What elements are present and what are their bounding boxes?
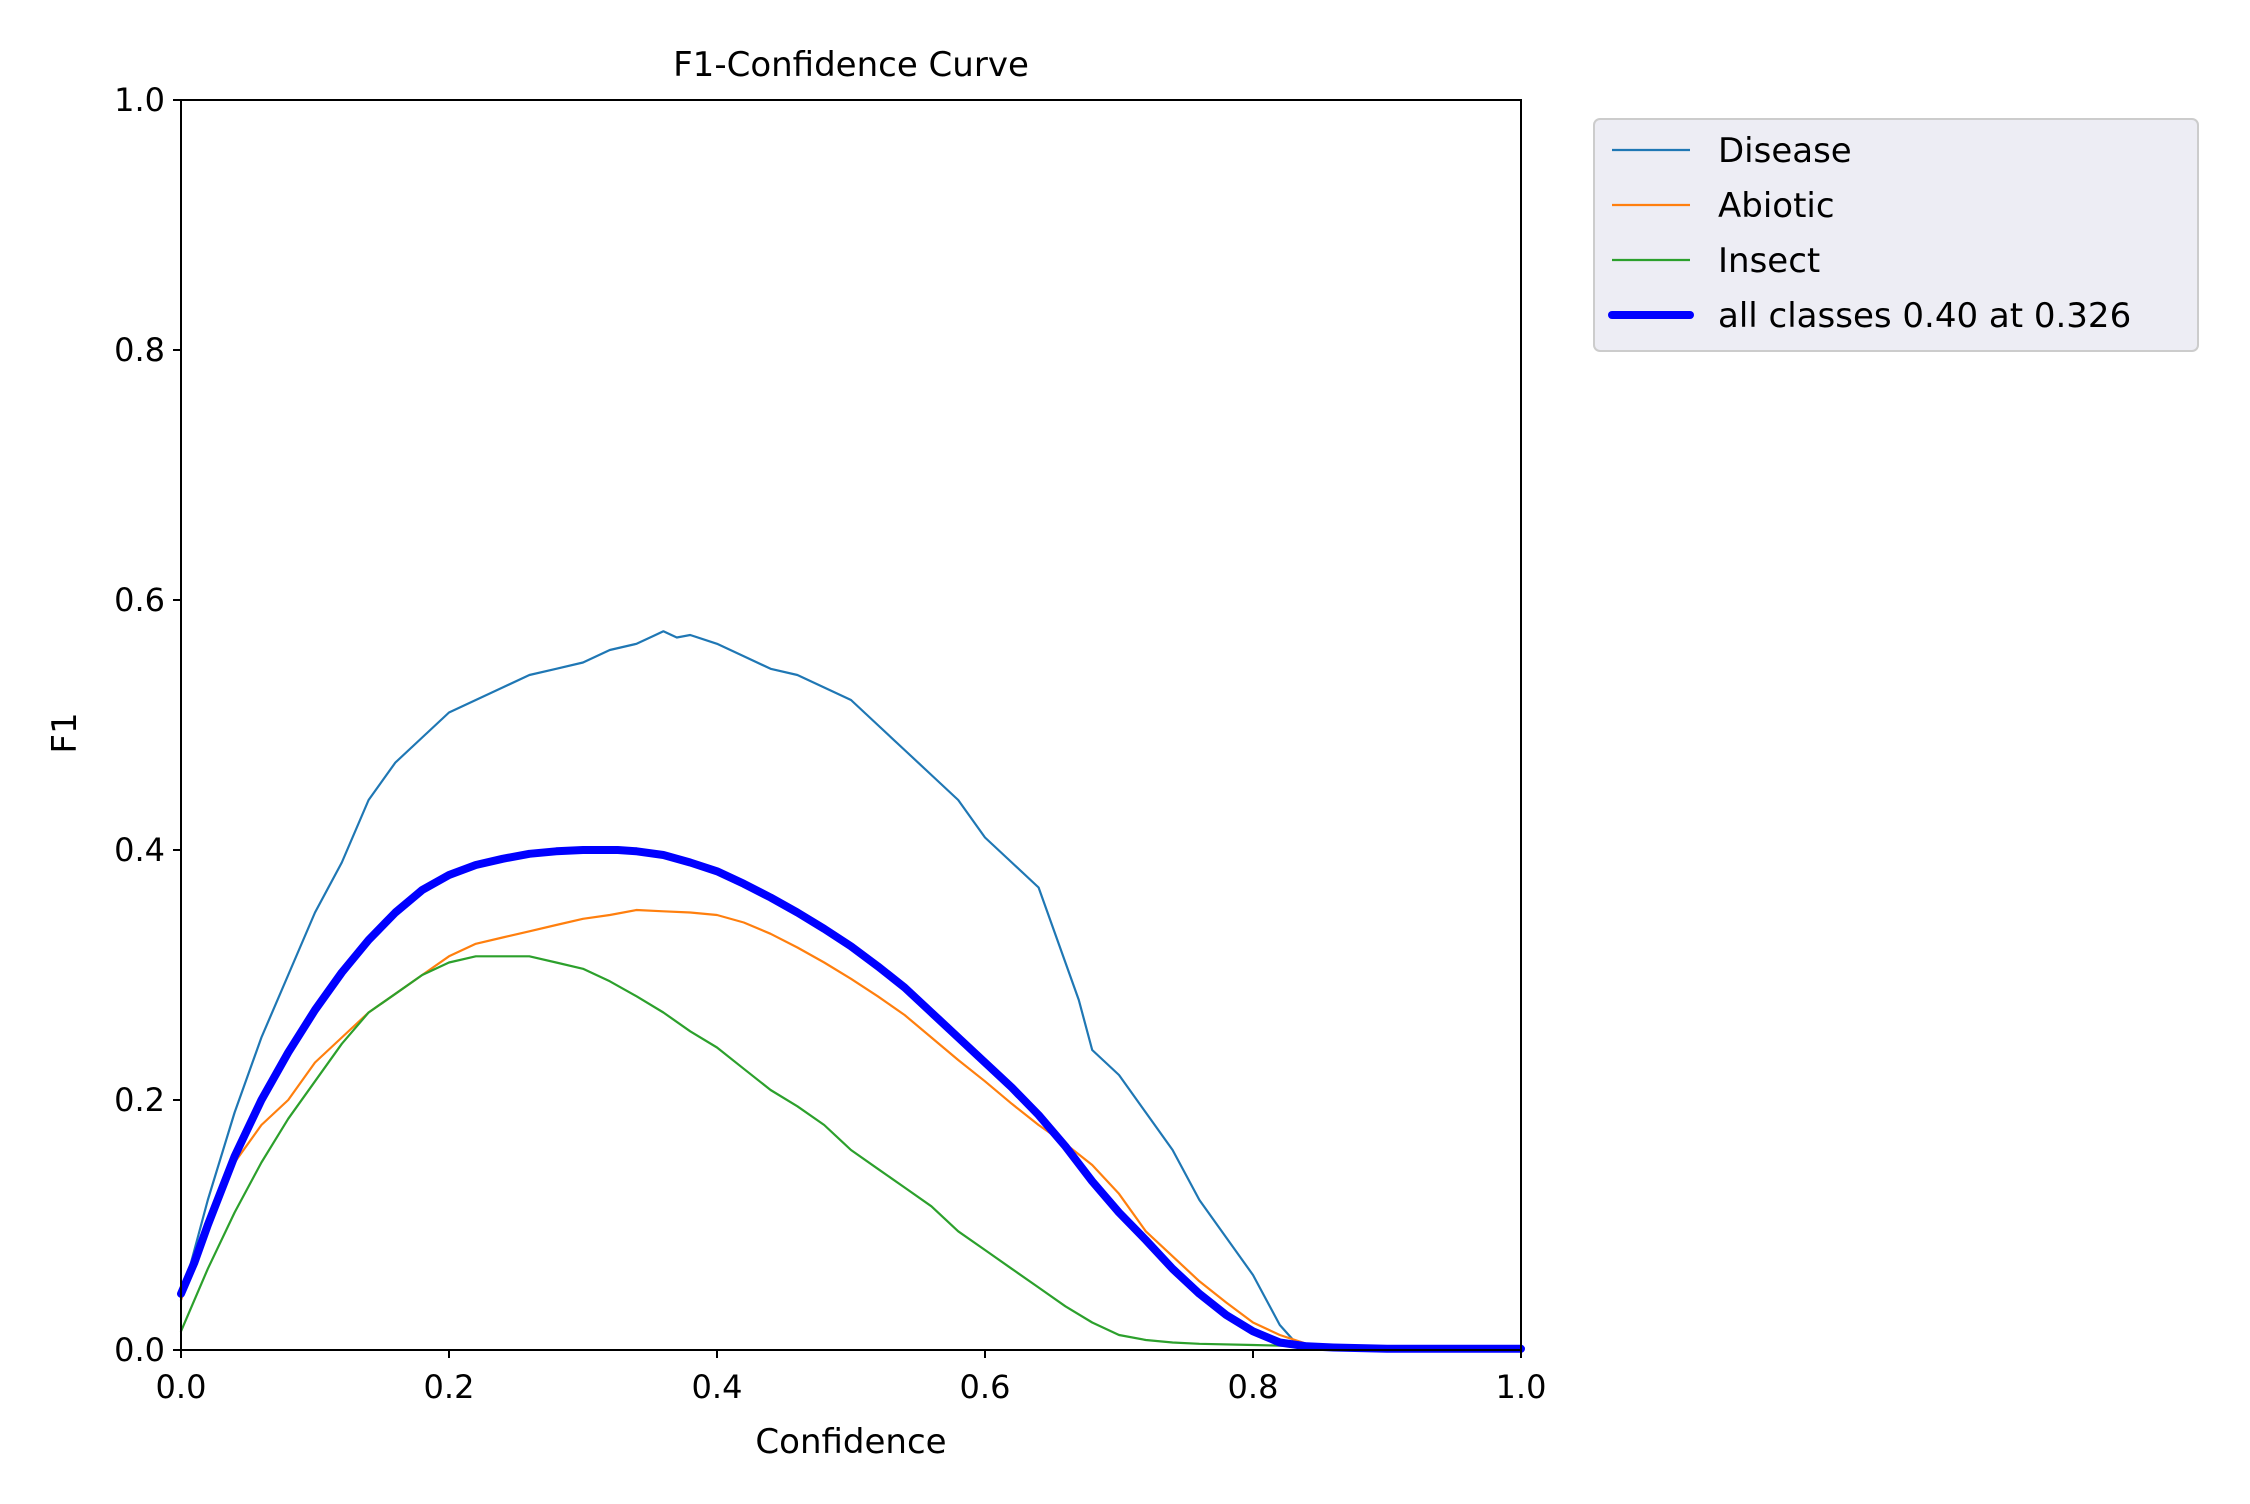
x-tick-label: 0.2: [424, 1368, 475, 1406]
y-tick-label: 0.6: [114, 581, 165, 619]
x-axis-label: Confidence: [755, 1422, 946, 1462]
legend-label: Insect: [1718, 241, 1820, 281]
x-tick-label: 1.0: [1496, 1368, 1547, 1406]
axis-ticks: 0.0 0.2 0.4 0.6 0.8 1.0 0.0 0.2 0.4 0.6 0.8 1.0: [114, 81, 1546, 1406]
y-tick-label: 0.0: [114, 1331, 165, 1369]
series-line-disease: [179, 630, 1523, 1350]
y-tick-label: 0.8: [114, 331, 165, 369]
y-axis-label: F1: [45, 712, 85, 753]
x-tick-label: 0.8: [1228, 1368, 1279, 1406]
legend-label: Abiotic: [1718, 186, 1835, 226]
series-line-all: [177, 846, 1525, 1353]
x-tick-label: 0.0: [156, 1368, 207, 1406]
x-tick-label: 0.4: [692, 1368, 743, 1406]
legend-label: all classes 0.40 at 0.326: [1718, 296, 2131, 336]
series-line-insect: [179, 955, 1523, 1350]
legend: Disease Abiotic Insect all classes 0.40 at …: [1593, 118, 2199, 352]
chart-title: F1-Confidence Curve: [673, 45, 1029, 85]
plot-area: [177, 630, 1525, 1353]
y-tick-label: 0.2: [114, 1081, 165, 1119]
plot-frame: [180, 99, 1522, 1351]
legend-box: [1593, 118, 2199, 352]
legend-label: Disease: [1718, 131, 1852, 171]
y-tick-label: 1.0: [114, 81, 165, 119]
x-tick-label: 0.6: [960, 1368, 1011, 1406]
y-tick-label: 0.4: [114, 831, 165, 869]
